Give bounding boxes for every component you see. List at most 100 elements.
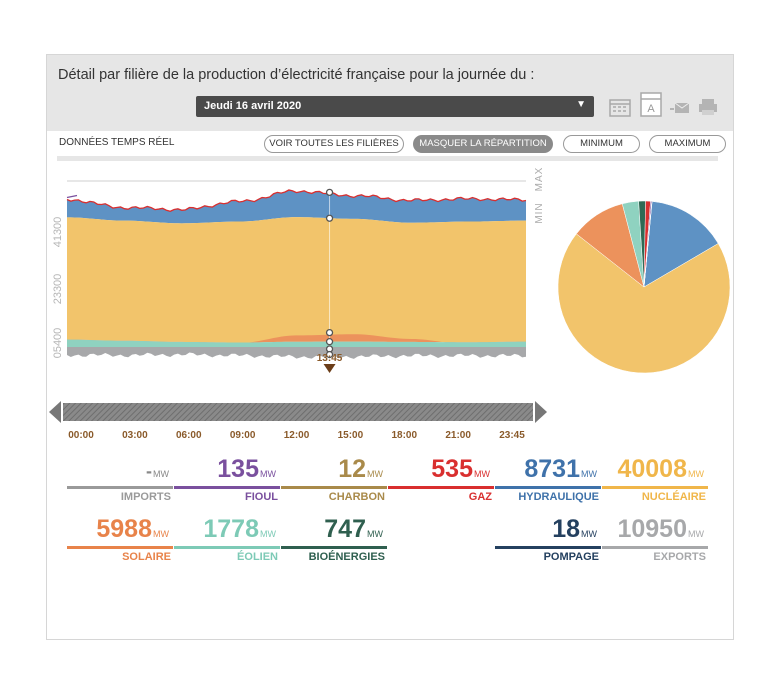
x-tick-label: 15:00 (338, 430, 364, 441)
x-axis: 00:00 03:00 06:00 09:00 12:00 15:00 18:00 21:00… (68, 430, 525, 441)
page-title: Détail par filière de la production d’él… (58, 67, 535, 83)
production-panel: Détail par filière de la production d’él… (46, 54, 734, 640)
side-label: MAX (534, 167, 545, 192)
email-icon[interactable] (669, 97, 691, 117)
date-select[interactable]: Jeudi 16 avril 2020 ▼ (196, 96, 594, 117)
header: Détail par filière de la production d’él… (47, 55, 733, 131)
calendar-icon[interactable] (609, 97, 631, 117)
legend-number: 135 (217, 455, 259, 483)
pie-slice (643, 201, 653, 288)
slider-track (63, 403, 533, 421)
legend-name: ÉOLIEN (237, 551, 278, 563)
legend-name: IMPORTS (120, 491, 171, 503)
legend-value: 535MW (431, 455, 490, 484)
x-tick-label: 23:45 (499, 430, 525, 441)
legend-item: 535MW GAZ (388, 455, 494, 505)
legend-name: CHARBON (328, 491, 385, 503)
legend-color-bar (495, 486, 601, 489)
legend-unit: MW (260, 529, 276, 539)
mask-distribution-button[interactable]: MASQUER LA RÉPARTITION (413, 135, 553, 153)
y-axis: 05400 23300 41300 (52, 217, 64, 359)
pie-slice (643, 201, 719, 288)
x-tick-label: 18:00 (391, 430, 417, 441)
legend-unit: MW (367, 529, 383, 539)
legend-item: 8731MW HYDRAULIQUE (495, 455, 601, 505)
legend-number: 12 (338, 455, 366, 483)
slider-left-arrow-icon (49, 401, 61, 423)
cursor-time-label: 13:45 (317, 353, 343, 364)
divider (57, 156, 718, 161)
show-all-button[interactable]: VOIR TOUTES LES FILIÈRES (264, 135, 404, 153)
legend-item: 10950MW EXPORTS (602, 515, 708, 565)
x-tick-label: 03:00 (122, 430, 148, 441)
calendar-day-icon[interactable]: A (640, 91, 662, 117)
realtime-label: DONNÉES TEMPS RÉEL (59, 137, 175, 148)
legend-number: - (146, 461, 152, 481)
legend-value: 747MW (324, 515, 383, 544)
side-label: MIN (534, 202, 545, 223)
date-value: Jeudi 16 avril 2020 (204, 100, 302, 112)
x-tick-label: 06:00 (176, 430, 202, 441)
legend-value: 1778MW (203, 515, 276, 544)
pie-slice (557, 233, 731, 374)
legend-unit: MW (153, 469, 169, 479)
chevron-down-icon: ▼ (576, 99, 586, 110)
legend-color-bar (602, 486, 708, 489)
legend-name: HYDRAULIQUE (518, 491, 599, 503)
legend-color-bar (67, 486, 173, 489)
legend-color-bar (388, 486, 494, 489)
legend-number: 10950 (617, 515, 687, 543)
cursor-point (325, 214, 334, 222)
legend-item: -MW IMPORTS (67, 455, 173, 505)
cursor-point (325, 188, 334, 197)
legend-unit: MW (581, 529, 597, 539)
series-gaz-line (66, 189, 527, 212)
legend-unit: MW (688, 529, 704, 539)
legend-item: 5988MW SOLAIRE (67, 515, 173, 565)
cursor-point (325, 328, 334, 337)
x-tick-label: 12:00 (284, 430, 310, 441)
series-eolien (67, 339, 526, 347)
series-exports (67, 347, 526, 359)
legend-name: BIOÉNERGIES (308, 551, 385, 563)
y-tick-label: 41300 (52, 217, 64, 248)
min-max-labels: MIN MAX (534, 167, 545, 224)
cursor-marker-icon (323, 364, 336, 373)
legend-number: 40008 (617, 455, 687, 483)
y-tick-label: 05400 (52, 328, 64, 359)
cursor-point (325, 338, 334, 346)
legend-name: POMPAGE (543, 551, 599, 563)
legend-value: 135MW (217, 455, 276, 484)
legend-color-bar (67, 546, 173, 549)
legend-value: 5988MW (96, 515, 169, 544)
x-tick-label: 21:00 (445, 430, 471, 441)
legend-item: 18MW POMPAGE (495, 515, 601, 565)
legend-color-bar (174, 486, 280, 489)
print-icon[interactable] (697, 97, 719, 117)
svg-text:A: A (647, 103, 655, 115)
maximum-button[interactable]: MAXIMUM (649, 135, 726, 153)
legend-color-bar (174, 546, 280, 549)
minimum-button[interactable]: MINIMUM (563, 135, 640, 153)
legend-item: 135MW FIOUL (174, 455, 280, 505)
legend-value: 40008MW (617, 455, 704, 484)
time-cursor[interactable]: 13:45 (317, 188, 343, 373)
legend-color-bar (602, 546, 708, 549)
legend-item: 40008MW NUCLÉAIRE (602, 455, 708, 505)
legend-item: 747MW BIOÉNERGIES (281, 515, 387, 565)
time-slider[interactable] (49, 401, 547, 423)
legend-item: 12MW CHARBON (281, 455, 387, 505)
legend-color-bar (281, 486, 387, 489)
legend-name: FIOUL (245, 491, 278, 503)
slider-right-arrow-icon (535, 401, 547, 423)
legend-number: 1778 (203, 515, 259, 543)
legend-value: -MW (146, 455, 169, 484)
legend-number: 747 (324, 515, 366, 543)
series-solaire (67, 334, 526, 345)
legend-number: 535 (431, 455, 473, 483)
legend-value: 8731MW (524, 455, 597, 484)
legend-color-bar (281, 546, 387, 549)
legend-item: 1778MW ÉOLIEN (174, 515, 280, 565)
legend-unit: MW (581, 469, 597, 479)
